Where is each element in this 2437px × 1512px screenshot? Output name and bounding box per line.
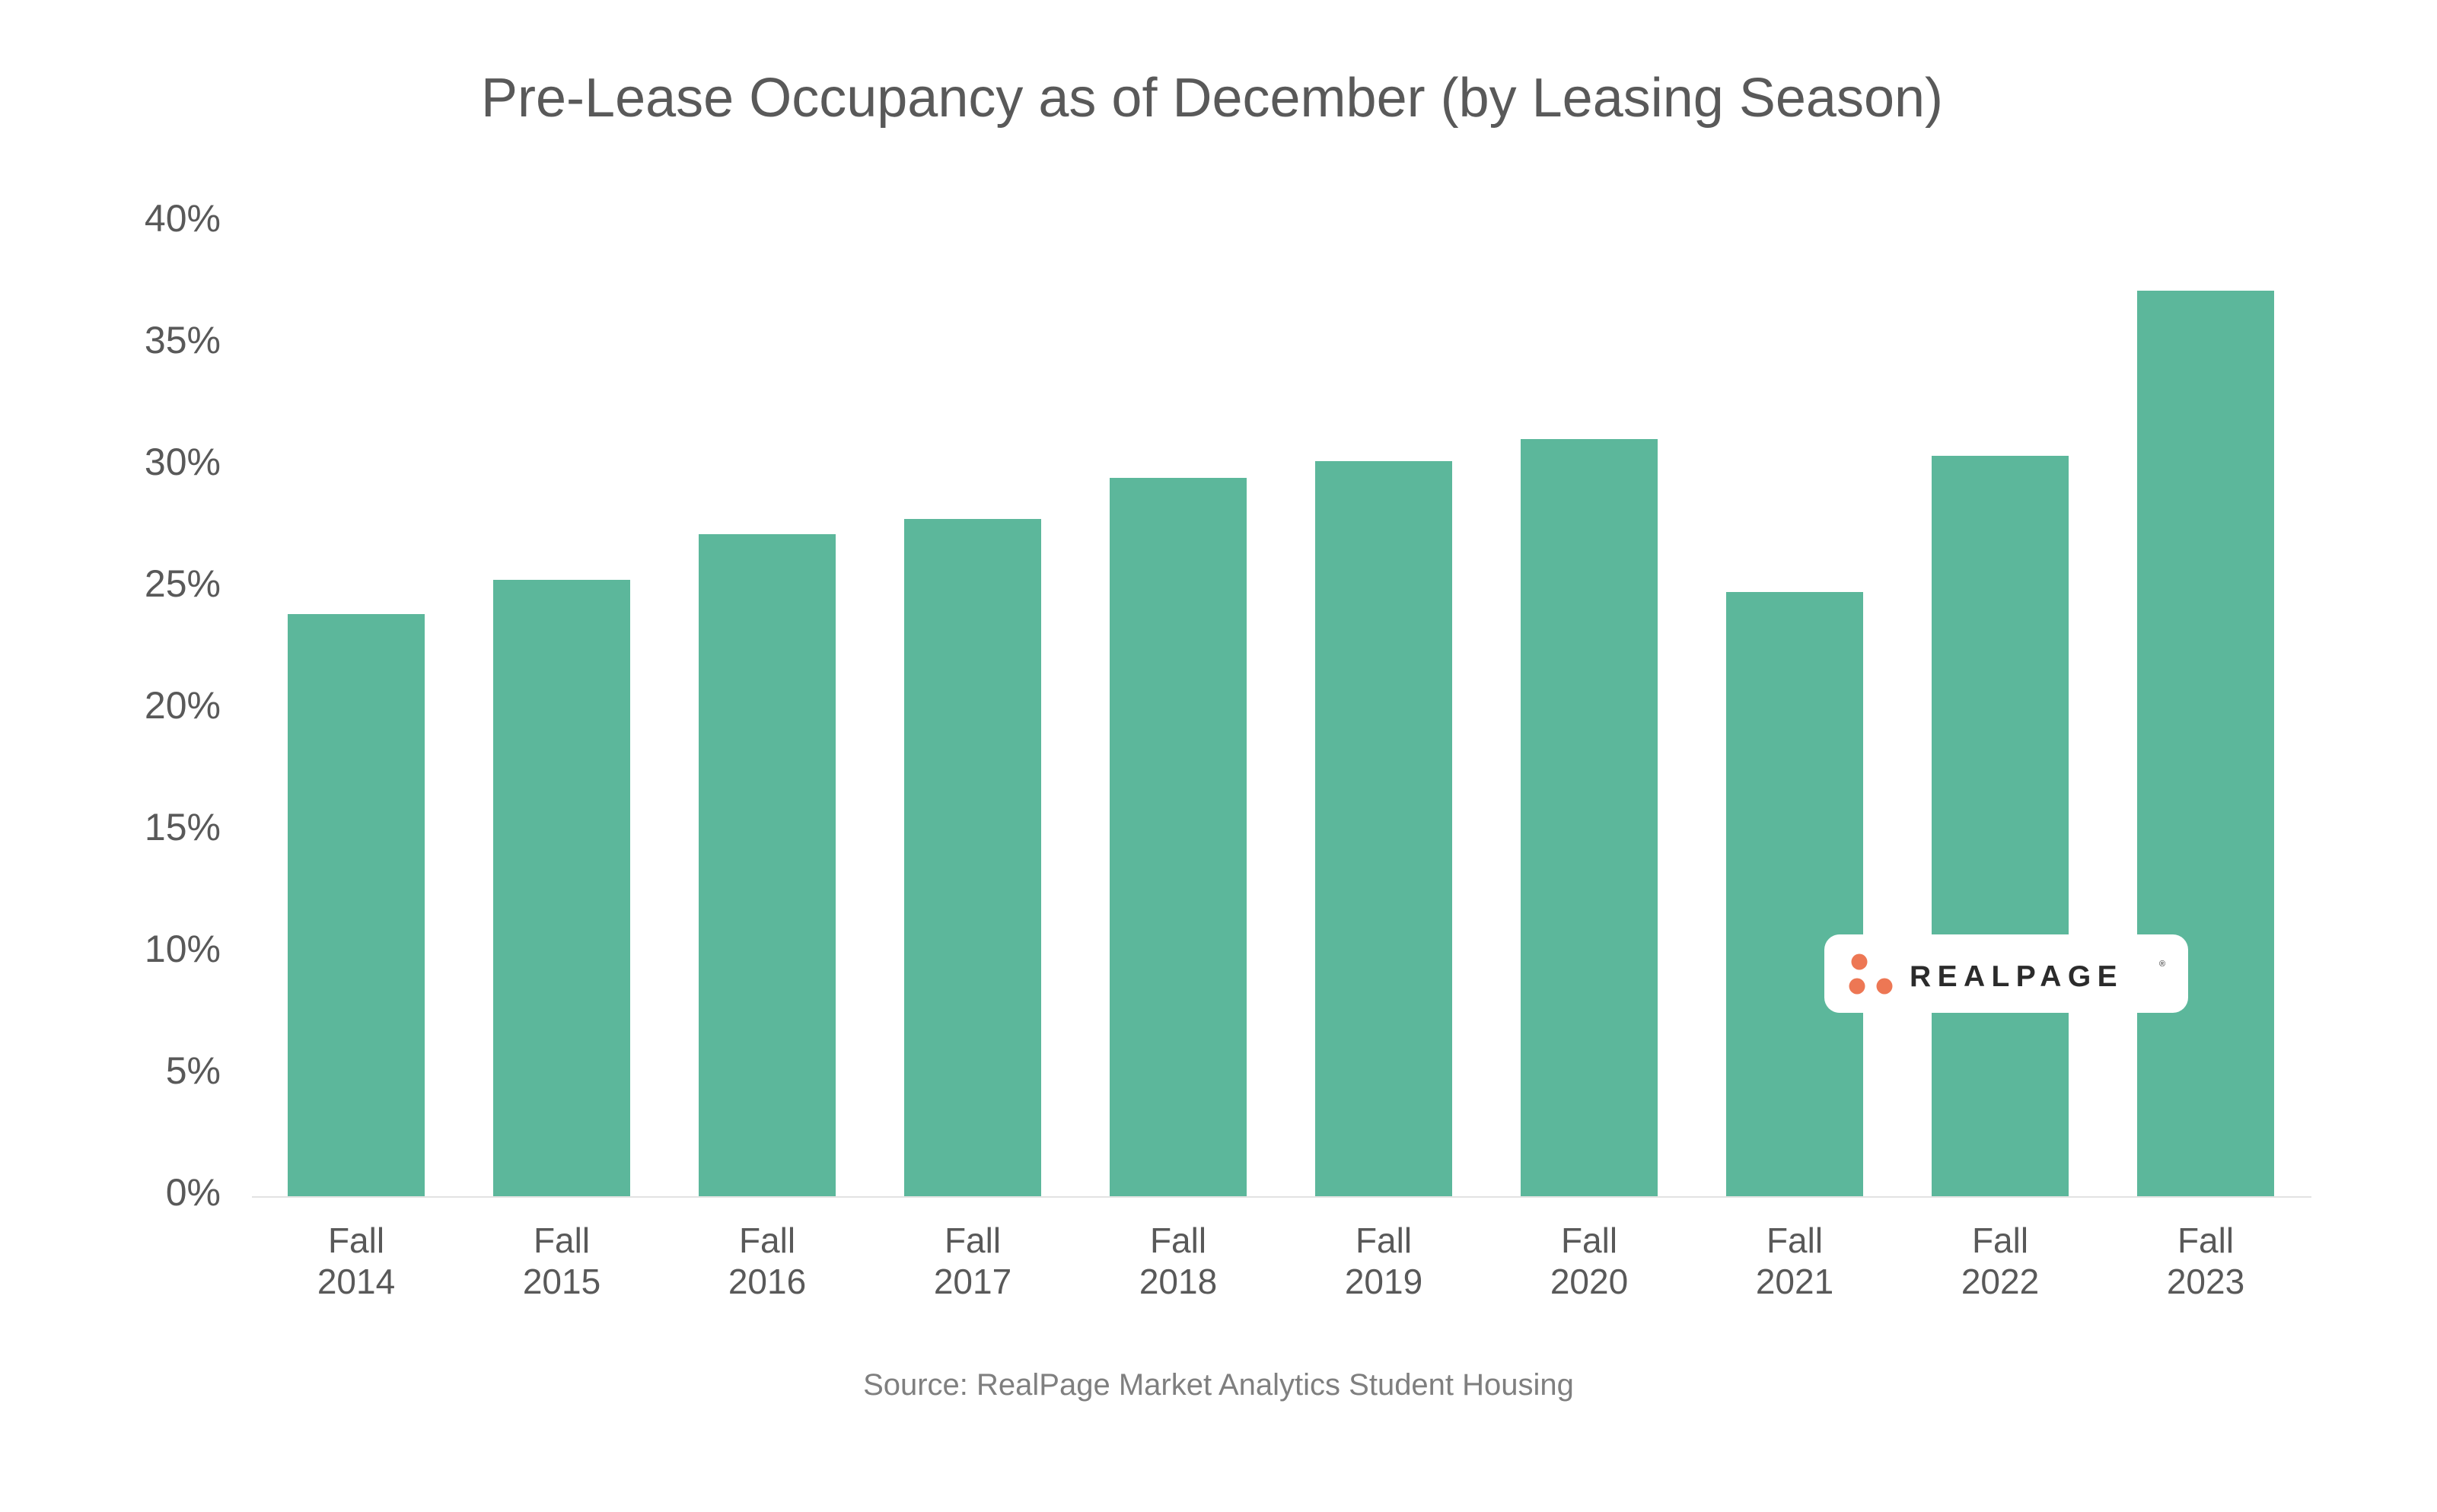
- svg-text:REALPAGE: REALPAGE: [1910, 960, 2123, 993]
- svg-text:®: ®: [2159, 960, 2165, 969]
